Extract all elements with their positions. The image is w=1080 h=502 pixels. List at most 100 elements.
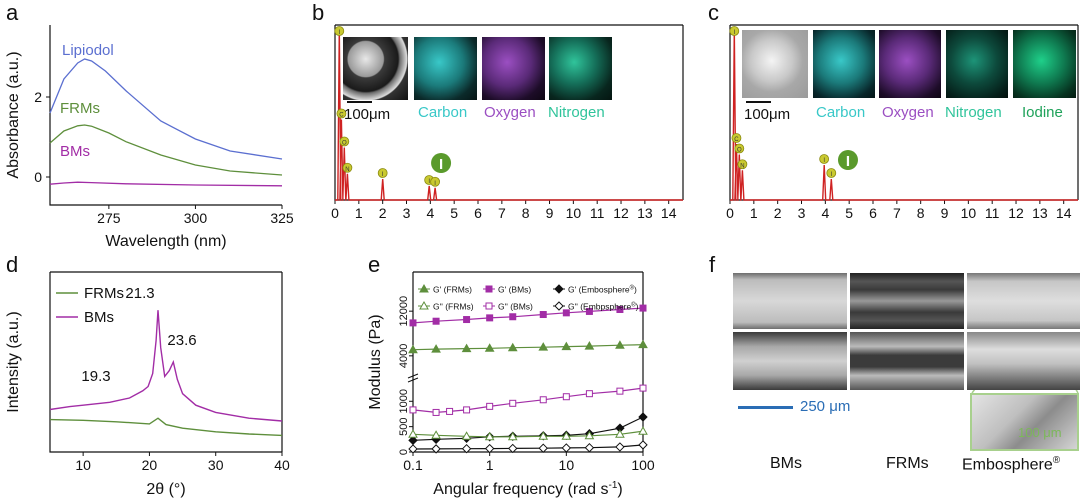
series-line-a-lipiodol: [49, 58, 283, 160]
nitrogen-map-b: [549, 37, 612, 100]
xtick-label-b: 10: [566, 205, 582, 221]
xtick-label-d: 10: [75, 457, 91, 473]
element-marker-label-c: O: [737, 148, 742, 154]
xtick-label-d: 20: [142, 457, 158, 473]
carbon-map-b: [414, 37, 477, 100]
data-point-e: [461, 431, 472, 440]
map-label-oxygen-c: Oxygen: [882, 104, 934, 121]
ylabel-d: Intensity (a.u.): [5, 311, 22, 412]
label-embosphere-text: Embosphere: [962, 456, 1053, 474]
series-label-lipiodol: Lipiodol: [62, 42, 114, 59]
data-point-e: [561, 443, 572, 453]
spectrum-b: [335, 28, 683, 201]
data-point-e: [539, 311, 547, 319]
label-bms: BMs: [770, 455, 802, 472]
panel-letter-e: e: [368, 252, 381, 277]
data-point-e: [639, 384, 647, 392]
element-marker-c: [729, 26, 740, 36]
data-point-e: [538, 431, 549, 440]
oxygen-map-b: [482, 37, 545, 100]
bms-tube-image: [733, 273, 847, 329]
xtick-label-c: 6: [869, 205, 877, 221]
embosphere-catheter-image: [967, 332, 1080, 390]
data-point-e: [484, 343, 495, 352]
element-marker-b: [339, 136, 350, 147]
data-point-e: [507, 342, 518, 352]
data-point-e: [615, 442, 625, 452]
data-point-e: [616, 305, 624, 313]
element-marker-label-b: N: [345, 167, 349, 173]
data-point-e: [561, 341, 572, 351]
series-line-d-bms: [49, 310, 283, 422]
label-embosphere: Embosphere®: [962, 455, 1060, 474]
element-marker-b: [336, 108, 347, 119]
data-point-e: [432, 408, 440, 416]
data-point-e: [431, 444, 441, 454]
xtick-label-e: 10: [559, 457, 575, 473]
data-point-e: [562, 393, 570, 401]
xtick-label-c: 3: [798, 205, 806, 221]
element-marker-b: [377, 168, 388, 178]
xtick-label-b: 5: [450, 205, 458, 221]
element-marker-label-b: I: [434, 181, 436, 187]
data-point-e: [562, 309, 570, 317]
data-point-e: [638, 426, 648, 435]
embosphere-zoom-inset: [970, 393, 1079, 451]
axis-e: [412, 272, 643, 453]
sem-image-c: [742, 30, 808, 98]
element-badge-c: [837, 150, 858, 170]
xtick-label-c: 8: [917, 205, 925, 221]
data-point-e: [539, 396, 547, 404]
data-point-e: [509, 313, 517, 321]
data-point-e: [538, 342, 549, 351]
element-marker-label-c: I: [823, 158, 825, 164]
ytick-label-e: 500: [398, 417, 410, 435]
element-marker-label-b: I: [382, 172, 384, 178]
element-marker-label-b: C: [339, 113, 344, 119]
element-marker-c: [826, 168, 837, 178]
data-point-e: [638, 339, 648, 349]
series-label-bms: BMs: [60, 143, 90, 160]
series-line-e: [412, 307, 644, 324]
data-point-e: [461, 443, 472, 454]
xtick-label-b: 12: [613, 205, 629, 221]
data-point-e: [486, 402, 494, 410]
axis-break-e: [407, 373, 419, 383]
data-point-e: [538, 443, 548, 453]
peak-label-193: 19.3: [81, 368, 110, 385]
ytick-label-e: 4000: [398, 344, 410, 368]
data-point-e: [446, 407, 454, 415]
axis-a: [49, 25, 282, 206]
element-marker-label-b: I: [338, 30, 340, 36]
legend-label-e: G' (BMs): [498, 285, 531, 295]
element-marker-label-c: N: [740, 163, 744, 169]
element-marker-label-c: I: [733, 30, 735, 36]
sem-image-b: [343, 37, 408, 100]
xtick-label-c: 1: [750, 205, 758, 221]
data-point-e: [616, 387, 624, 395]
series-line-e: [412, 444, 644, 450]
data-point-e: [507, 431, 518, 441]
legend-marker-e: [485, 285, 493, 293]
panel-letter-b: b: [312, 0, 325, 25]
xtick-label-b: 4: [426, 205, 434, 221]
embosphere-tube-image: [967, 273, 1080, 329]
xlabel-d: 2θ (°): [146, 481, 185, 498]
data-point-e: [585, 307, 593, 315]
xtick-label-a: 300: [184, 210, 208, 226]
ytick-label-e: 1000: [398, 389, 410, 413]
data-point-e: [509, 399, 517, 407]
xtick-label-b: 14: [661, 205, 677, 221]
ytick-label-e: 12000: [398, 296, 410, 327]
ytick-label-a: 2: [34, 89, 42, 105]
scale-label-inset: 100 μm: [1018, 425, 1062, 440]
data-point-e: [461, 343, 472, 353]
data-point-e: [408, 429, 418, 438]
xtick-label-e: 100: [631, 457, 655, 473]
xtick-label-a: 325: [270, 210, 294, 226]
xtick-label-c: 0: [726, 205, 734, 221]
xtick-label-e: 1: [486, 457, 494, 473]
series-line-e: [412, 430, 644, 438]
xtick-label-b: 3: [403, 205, 411, 221]
